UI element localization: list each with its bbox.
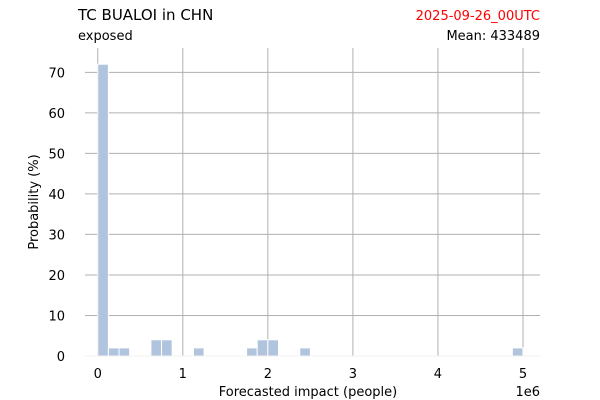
run-time-label: 2025-09-26_00UTC: [416, 9, 540, 24]
x-tick-label: 4: [434, 367, 442, 382]
histogram-bar: [97, 63, 109, 357]
x-tick-label: 0: [94, 367, 102, 382]
x-tick-label: 1: [179, 367, 187, 382]
y-tick-label: 20: [48, 269, 65, 284]
histogram-bar: [150, 339, 163, 357]
x-tick-label: 2: [264, 367, 272, 382]
y-tick-label: 40: [48, 188, 65, 203]
x-offset-label: 1e6: [515, 385, 540, 400]
x-tick-label: 3: [349, 367, 357, 382]
mean-label: Mean: 433489: [446, 29, 540, 44]
y-tick-label: 50: [48, 147, 65, 162]
histogram-bar: [107, 347, 120, 357]
histogram-bars: [97, 63, 524, 357]
y-tick-label: 0: [57, 350, 65, 365]
histogram-bar: [118, 347, 131, 357]
y-tick-label: 30: [48, 228, 65, 243]
histogram-bar: [299, 347, 311, 357]
y-axis-label: Probability (%): [27, 154, 42, 249]
histogram-bar: [192, 347, 205, 357]
histogram-bar: [246, 347, 258, 357]
y-tick-label: 60: [48, 107, 65, 122]
chart-title: TC BUALOI in CHN: [77, 6, 213, 24]
histogram-bar: [256, 339, 269, 357]
y-tick-label: 10: [48, 309, 65, 324]
chart-subtitle: exposed: [78, 29, 133, 44]
x-tick-label: 5: [519, 367, 527, 382]
histogram-bar: [511, 347, 524, 357]
grid-lines: [85, 48, 540, 356]
y-tick-label: 70: [48, 66, 65, 81]
x-axis-label: Forecasted impact (people): [219, 385, 397, 400]
tick-labels: 0 10 20 30 40 50 60 70 0 1 2 3 4 5: [48, 66, 527, 382]
histogram-bar: [267, 339, 279, 357]
histogram-bar: [161, 339, 173, 357]
